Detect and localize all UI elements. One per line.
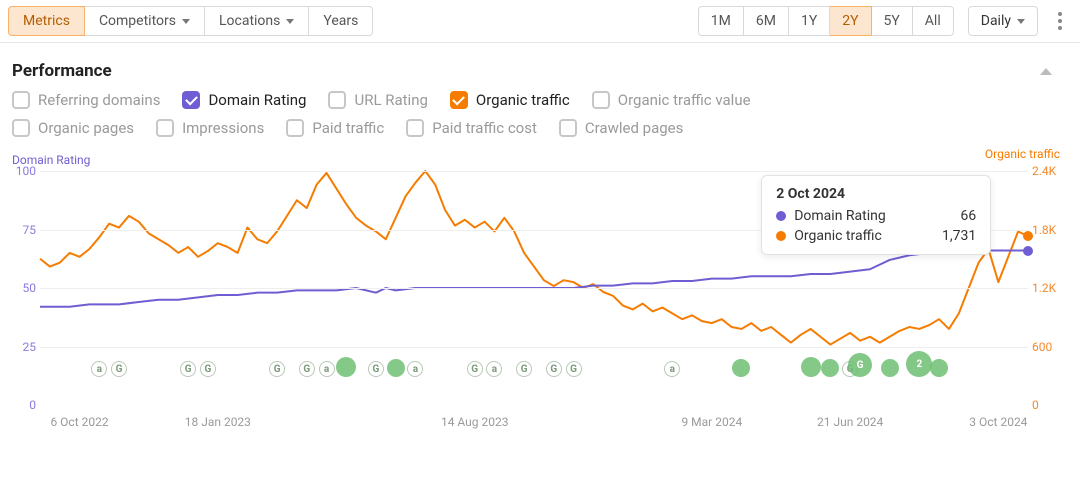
series-end-dot (1023, 246, 1033, 256)
hover-tooltip: 2 Oct 2024 Domain Rating 66 Organic traf… (761, 175, 991, 255)
metric-selector: Referring domains Domain Rating URL Rating… (0, 91, 1080, 137)
metric-label: Organic pages (38, 119, 134, 137)
x-tick: 21 Jun 2024 (817, 415, 883, 429)
y-left-tick: 75 (10, 223, 36, 237)
tab-years[interactable]: Years (309, 6, 373, 36)
y-right-tick: 2.4K (1032, 164, 1070, 178)
tab-metrics[interactable]: Metrics (8, 6, 85, 36)
chevron-down-icon (182, 19, 190, 24)
checkbox-icon (182, 91, 200, 109)
checkbox-icon (406, 119, 424, 137)
tooltip-row: Domain Rating 66 (776, 208, 976, 224)
metric-label: Impressions (182, 119, 264, 137)
range-5y[interactable]: 5Y (872, 6, 913, 36)
metric-label: Organic traffic value (618, 91, 751, 109)
chevron-down-icon (286, 19, 294, 24)
range-1y[interactable]: 1Y (789, 6, 830, 36)
more-menu-icon[interactable] (1048, 9, 1072, 33)
chevron-down-icon (1017, 19, 1025, 24)
metric-label: Referring domains (38, 91, 160, 109)
tab-group: MetricsCompetitors Locations Years (8, 6, 373, 36)
metric-organic-traffic-value[interactable]: Organic traffic value (592, 91, 751, 109)
tooltip-value: 66 (960, 208, 976, 224)
metric-label: Domain Rating (208, 91, 306, 109)
metric-referring-domains[interactable]: Referring domains (12, 91, 160, 109)
checkbox-icon (156, 119, 174, 137)
section-header: Performance (0, 43, 1080, 91)
checkbox-icon (450, 91, 468, 109)
metric-label: Organic traffic (476, 91, 570, 109)
tooltip-date: 2 Oct 2024 (776, 186, 976, 202)
metric-organic-pages[interactable]: Organic pages (12, 119, 134, 137)
y-left-tick: 0 (10, 398, 36, 412)
metric-crawled-pages[interactable]: Crawled pages (559, 119, 683, 137)
y-left-tick: 50 (10, 281, 36, 295)
right-axis-title: Organic traffic (985, 147, 1060, 161)
x-tick: 3 Oct 2024 (969, 415, 1027, 429)
metric-domain-rating[interactable]: Domain Rating (182, 91, 306, 109)
toolbar: MetricsCompetitors Locations Years 1M6M1… (0, 0, 1080, 43)
series-end-dot (1023, 231, 1033, 241)
section-title: Performance (12, 61, 112, 81)
x-tick: 14 Aug 2023 (441, 415, 509, 429)
tooltip-row: Organic traffic 1,731 (776, 228, 976, 244)
granularity-select[interactable]: Daily (968, 6, 1038, 36)
metric-organic-traffic[interactable]: Organic traffic (450, 91, 570, 109)
left-axis-title: Domain Rating (12, 153, 1068, 167)
y-left-tick: 25 (10, 340, 36, 354)
checkbox-icon (328, 91, 346, 109)
chart[interactable]: aGGGGGaGaGaGGGaGG2 025507510006001.2K1.8… (40, 171, 1028, 433)
collapse-icon[interactable] (1040, 68, 1052, 75)
x-tick: 9 Mar 2024 (681, 415, 742, 429)
x-tick: 18 Jan 2023 (185, 415, 251, 429)
date-range-group: 1M6M1Y2Y5YAll (698, 6, 954, 36)
tab-locations[interactable]: Locations (205, 6, 309, 36)
metric-impressions[interactable]: Impressions (156, 119, 264, 137)
color-swatch (776, 211, 786, 221)
range-2y[interactable]: 2Y (830, 6, 871, 36)
checkbox-icon (12, 119, 30, 137)
metric-label: Paid traffic cost (432, 119, 537, 137)
metric-paid-traffic[interactable]: Paid traffic (286, 119, 384, 137)
chart-container: Domain Rating Organic traffic aGGGGGaGaG… (0, 147, 1080, 433)
checkbox-icon (592, 91, 610, 109)
granularity-label: Daily (981, 13, 1011, 29)
metric-label: URL Rating (354, 91, 427, 109)
line-domain-rating (40, 251, 1028, 307)
range-1m[interactable]: 1M (698, 6, 744, 36)
range-6m[interactable]: 6M (744, 6, 789, 36)
x-tick: 6 Oct 2022 (50, 415, 108, 429)
y-right-tick: 1.2K (1032, 281, 1070, 295)
y-left-tick: 100 (10, 164, 36, 178)
tooltip-value: 1,731 (942, 228, 976, 244)
checkbox-icon (12, 91, 30, 109)
checkbox-icon (286, 119, 304, 137)
y-right-tick: 0 (1032, 398, 1070, 412)
y-right-tick: 600 (1032, 340, 1070, 354)
metric-paid-traffic-cost[interactable]: Paid traffic cost (406, 119, 537, 137)
tooltip-label: Domain Rating (794, 208, 886, 224)
y-right-tick: 1.8K (1032, 223, 1070, 237)
checkbox-icon (559, 119, 577, 137)
metric-label: Crawled pages (585, 119, 683, 137)
tab-competitors[interactable]: Competitors (85, 6, 205, 36)
metric-url-rating[interactable]: URL Rating (328, 91, 427, 109)
metric-label: Paid traffic (312, 119, 384, 137)
color-swatch (776, 231, 786, 241)
range-all[interactable]: All (913, 6, 954, 36)
tooltip-label: Organic traffic (794, 228, 882, 244)
